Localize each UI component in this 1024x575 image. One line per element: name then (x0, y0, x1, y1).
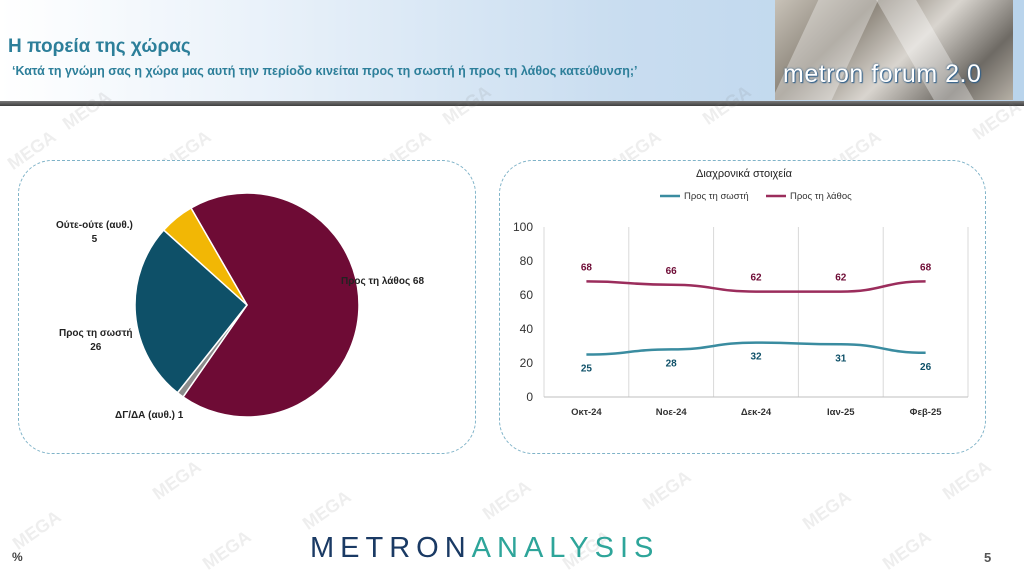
pie-chart-panel: Προς τη λάθος 68 ΔΓ/ΔΑ (αυθ.) 1 Προς τη … (18, 160, 476, 454)
line-chart-legend: Προς τη σωστή Προς τη λάθος (660, 191, 852, 202)
y-tick-label: 80 (520, 254, 534, 268)
watermark-text: MEGA (148, 456, 205, 504)
pie-chart (134, 192, 360, 418)
data-label: 26 (920, 362, 932, 373)
legend-label-right: Προς τη σωστή (684, 191, 749, 202)
page-subtitle: ‘Κατά τη γνώμη σας η χώρα μας αυτή την π… (12, 64, 638, 78)
y-tick-label: 0 (526, 390, 533, 404)
page-number: 5 (984, 550, 992, 565)
watermark-text: MEGA (798, 486, 855, 534)
series-line-wrong (586, 280, 926, 293)
x-tick-label: Νοε-24 (656, 407, 688, 418)
line-chart-panel: Διαχρονικά στοιχεία Προς τη σωστή Προς τ… (499, 160, 986, 454)
y-tick-label: 40 (520, 322, 534, 336)
line-chart: Διαχρονικά στοιχεία Προς τη σωστή Προς τ… (513, 168, 969, 418)
data-label: 25 (581, 364, 593, 375)
data-label: 31 (835, 353, 847, 364)
page-title: Η πορεία της χώρας (8, 36, 191, 57)
watermark-text: MEGA (298, 486, 355, 534)
watermark-text: MEGA (878, 526, 935, 574)
data-label: 32 (750, 352, 762, 363)
pie-slice-neither (162, 206, 248, 306)
pie-slice-wrong (182, 192, 360, 418)
header-divider (0, 101, 1024, 106)
x-tick-label: Ιαν-25 (827, 407, 855, 418)
data-label: 68 (581, 262, 593, 273)
data-label: 68 (920, 262, 932, 273)
brand-part2: ANALYSIS (471, 532, 660, 564)
x-tick-label: Δεκ-24 (741, 407, 772, 418)
brand-part1: METRON (310, 532, 472, 564)
pie-label-dk: ΔΓ/ΔΑ (αυθ.) 1 (115, 410, 184, 421)
forum-photo: metron forum 2.0 (775, 0, 1013, 100)
watermark-text: MEGA (198, 526, 255, 574)
y-tick-label: 100 (513, 220, 533, 234)
series-line-right (586, 341, 926, 356)
watermark-text: MEGA (638, 466, 695, 514)
y-tick-label: 60 (520, 288, 534, 302)
x-tick-label: Οκτ-24 (571, 407, 602, 418)
pie-slice-right (134, 228, 249, 394)
x-tick-label: Φεβ-25 (910, 407, 943, 418)
percent-mark: % (12, 550, 23, 564)
watermark-text: MEGA (478, 476, 535, 524)
forum-logo-text: metron forum 2.0 (783, 60, 982, 88)
y-tick-label: 20 (520, 356, 534, 370)
pie-label-wrong: Προς τη λάθος 68 (341, 276, 425, 287)
legend-label-wrong: Προς τη λάθος (790, 191, 852, 202)
data-label: 62 (835, 273, 847, 284)
watermark-text: MEGA (8, 506, 65, 554)
metron-analysis-logo: METRONANALYSIS (310, 532, 659, 565)
line-chart-title: Διαχρονικά στοιχεία (696, 168, 793, 180)
watermark-text: MEGA (938, 456, 995, 504)
pie-label-right: Προς τη σωστή 26 (59, 328, 133, 353)
pie-label-neither: Ούτε-ούτε (αυθ.) 5 (56, 220, 133, 245)
data-label: 66 (666, 266, 678, 277)
data-label: 62 (750, 273, 762, 284)
data-label: 28 (666, 358, 678, 369)
